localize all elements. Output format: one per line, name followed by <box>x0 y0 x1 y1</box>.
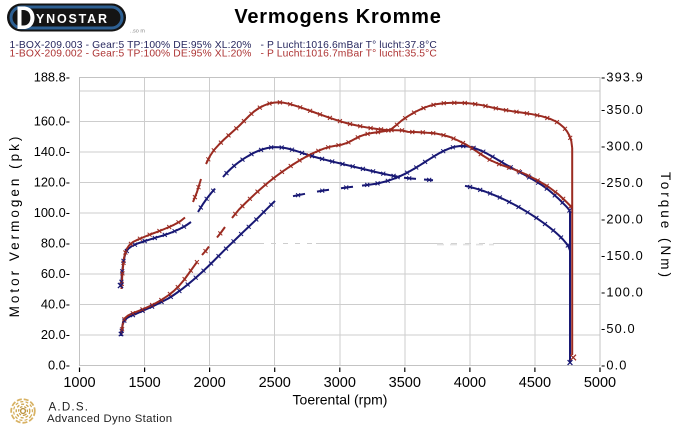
svg-text:-300.0: -300.0 <box>601 138 644 153</box>
svg-text:-50.0: -50.0 <box>601 321 636 336</box>
svg-text:..so m: ..so m <box>130 29 145 35</box>
svg-text:A.D.S.: A.D.S. <box>49 401 90 414</box>
svg-text:4000: 4000 <box>454 375 486 391</box>
svg-text:100.0-: 100.0- <box>34 205 70 220</box>
svg-text:-200.0: -200.0 <box>601 212 644 227</box>
svg-text:Toerental (rpm): Toerental (rpm) <box>293 392 388 408</box>
svg-text:1-BOX-209.003 - Gear:5 TP:100%: 1-BOX-209.003 - Gear:5 TP:100% DE:95% XL… <box>10 40 438 51</box>
svg-text:Motor Vermogen (pk): Motor Vermogen (pk) <box>7 134 22 318</box>
svg-text:3000: 3000 <box>324 375 356 391</box>
svg-text:Vermogens Kromme: Vermogens Kromme <box>234 6 441 28</box>
svg-text:160.0-: 160.0- <box>34 114 70 129</box>
svg-text:20.0-: 20.0- <box>41 327 70 342</box>
svg-text:Advanced Dyno Station: Advanced Dyno Station <box>47 413 172 425</box>
svg-text:140.0-: 140.0- <box>34 144 70 159</box>
svg-text:2500: 2500 <box>259 375 291 391</box>
svg-text:4500: 4500 <box>519 375 551 391</box>
svg-text:5000: 5000 <box>584 375 616 391</box>
svg-text:2000: 2000 <box>193 375 225 391</box>
svg-text:-250.0: -250.0 <box>601 175 644 190</box>
svg-text:-393.9: -393.9 <box>601 70 644 85</box>
svg-text:-350.0: -350.0 <box>601 102 644 117</box>
svg-text:1000: 1000 <box>63 375 95 391</box>
svg-text:1500: 1500 <box>128 375 160 391</box>
svg-text:-100.0: -100.0 <box>601 285 644 300</box>
svg-text:188.8-: 188.8- <box>34 70 70 85</box>
svg-text:120.0-: 120.0- <box>34 175 70 190</box>
svg-text:40.0-: 40.0- <box>41 297 70 312</box>
svg-text:-0.0: -0.0 <box>601 358 627 373</box>
svg-text:3500: 3500 <box>389 375 421 391</box>
svg-text:0.0-: 0.0- <box>48 358 70 373</box>
svg-text:1-BOX-209.002 - Gear:5 TP:100%: 1-BOX-209.002 - Gear:5 TP:100% DE:95% XL… <box>10 48 438 59</box>
svg-text:YNOSTAR: YNOSTAR <box>36 12 109 26</box>
svg-text:80.0-: 80.0- <box>41 236 70 251</box>
svg-text:60.0-: 60.0- <box>41 266 70 281</box>
svg-text:-150.0: -150.0 <box>601 248 644 263</box>
svg-text:Torque (Nm): Torque (Nm) <box>658 172 673 280</box>
